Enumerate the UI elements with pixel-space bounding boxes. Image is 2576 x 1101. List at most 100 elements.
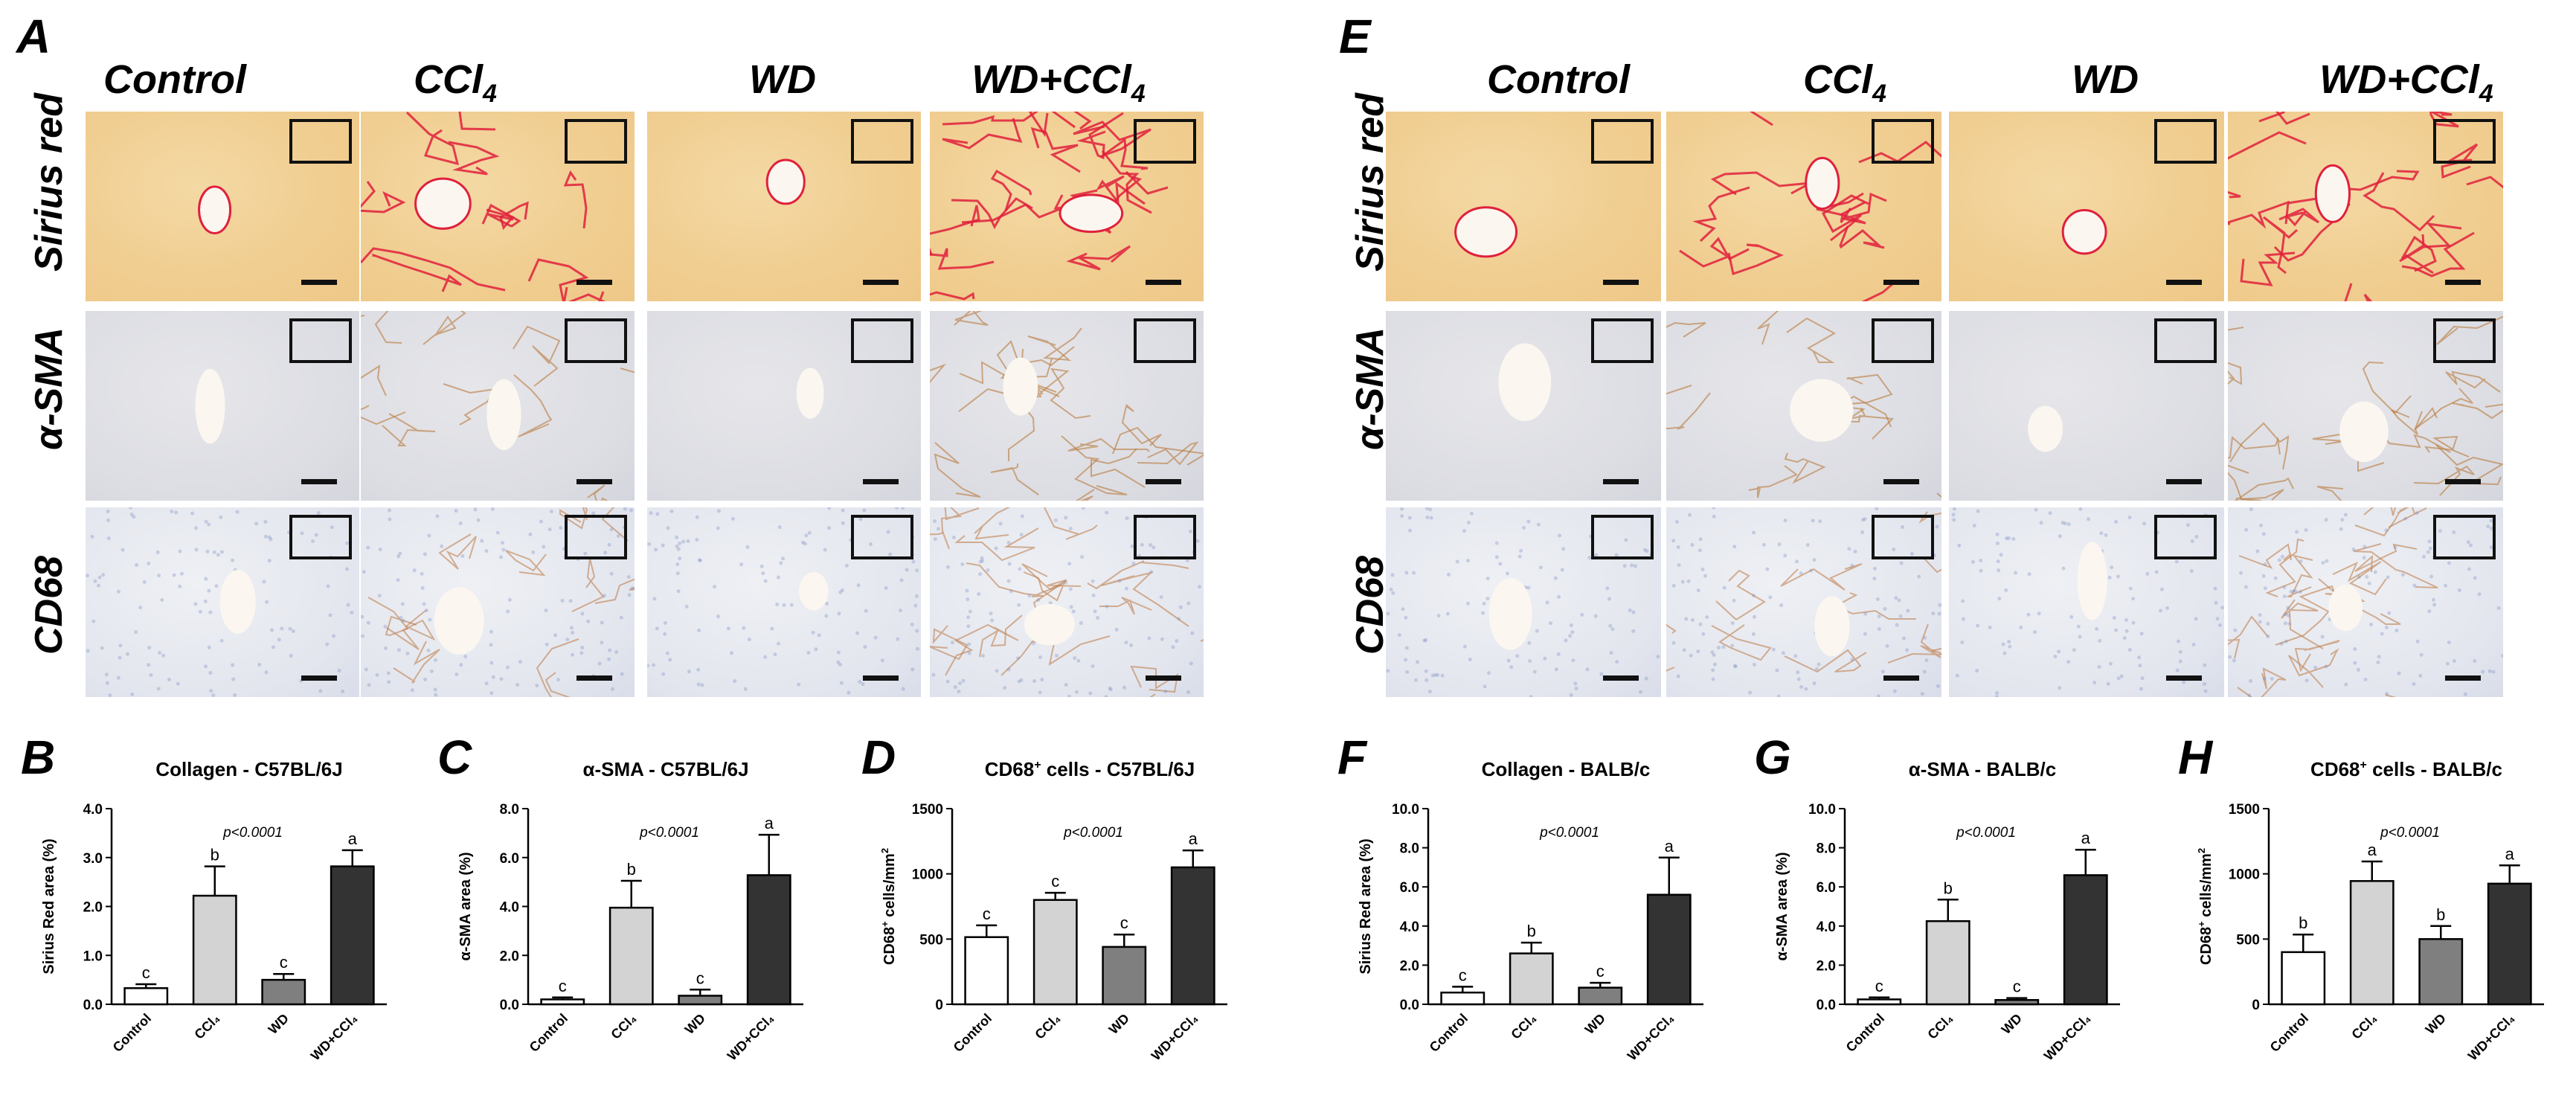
micrograph-sirius bbox=[647, 112, 921, 301]
y-tick-label: 2.0 bbox=[1400, 958, 1419, 974]
significance-letter: a bbox=[765, 814, 774, 832]
bar-2 bbox=[1509, 952, 1554, 1006]
inset-frame bbox=[1134, 119, 1196, 164]
panel-label-d: D bbox=[861, 731, 896, 784]
x-tick-label: WD bbox=[1582, 1011, 1608, 1037]
panel-label-h: H bbox=[2178, 731, 2214, 784]
inset-frame bbox=[1134, 318, 1196, 363]
x-tick-label: Control bbox=[1843, 1011, 1887, 1055]
column-header-wd-ccl4: WD+CCl4 bbox=[971, 57, 1146, 108]
significance-letter: c bbox=[983, 905, 991, 923]
inset-frame bbox=[565, 119, 627, 164]
bar-2 bbox=[2349, 880, 2394, 1006]
inset-frame bbox=[289, 515, 352, 559]
bar-4 bbox=[1646, 893, 1692, 1006]
x-tick-label: CCl₄ bbox=[1032, 1011, 1063, 1042]
y-axis-label: Sirius Red area (%) bbox=[1358, 838, 1374, 974]
micrograph-sma bbox=[930, 311, 1204, 501]
bar-1 bbox=[1857, 998, 1902, 1006]
significance-letter: b bbox=[2436, 905, 2445, 924]
y-tick-label: 8.0 bbox=[1400, 841, 1419, 857]
scale-bar bbox=[576, 675, 612, 681]
significance-letter: a bbox=[1665, 837, 1674, 856]
micrograph-sirius bbox=[1386, 112, 1661, 301]
inset-frame bbox=[2154, 515, 2217, 559]
chart-collagen-c57: B Collagen - C57BL/6J p<0.0001 0.0 1.0 2.0 3.0… bbox=[0, 725, 431, 1097]
y-tick-label: 6.0 bbox=[500, 851, 519, 867]
y-tick-label: 6.0 bbox=[1400, 880, 1419, 896]
x-tick-label: WD bbox=[1106, 1011, 1132, 1037]
y-axis-label: CD68+ cells/mm2 bbox=[879, 848, 898, 965]
inset-frame bbox=[1591, 318, 1654, 363]
significance-letter: c bbox=[559, 977, 567, 995]
y-tick-label: 1000 bbox=[912, 867, 943, 883]
chart-cd68-c57: D CD68+ cells - C57BL/6J p<0.0001 0 500 1000 1… bbox=[841, 725, 1272, 1097]
p-value-label: p<0.0001 bbox=[2380, 825, 2440, 841]
scale-bar bbox=[2445, 280, 2481, 285]
x-tick-label: WD+CCl₄ bbox=[1625, 1011, 1677, 1064]
bar-3 bbox=[2418, 938, 2464, 1006]
inset-frame bbox=[565, 318, 627, 363]
bar-4 bbox=[1170, 866, 1215, 1006]
significance-letter: c bbox=[696, 969, 704, 987]
y-tick-label: 1500 bbox=[912, 802, 943, 818]
x-tick-label: WD+CCl₄ bbox=[2465, 1011, 2518, 1064]
column-header-control: Control bbox=[1487, 57, 1630, 102]
micrograph-sma bbox=[1949, 311, 2224, 501]
x-tick-label: WD+CCl₄ bbox=[725, 1011, 777, 1064]
y-tick-label: 8.0 bbox=[500, 802, 519, 818]
bar-1 bbox=[540, 998, 585, 1006]
significance-letter: a bbox=[348, 829, 358, 848]
significance-letter: b bbox=[627, 860, 636, 879]
significance-letter: c bbox=[2013, 978, 2021, 996]
x-tick-label: CCl₄ bbox=[2348, 1011, 2380, 1042]
y-axis-label: α-SMA area (%) bbox=[457, 852, 474, 960]
significance-letter: c bbox=[1875, 977, 1883, 995]
significance-letter: c bbox=[280, 953, 288, 972]
bar-1 bbox=[123, 987, 169, 1006]
inset-frame bbox=[851, 318, 913, 363]
y-tick-label: 0 bbox=[935, 998, 943, 1013]
y-tick-label: 4.0 bbox=[1817, 919, 1836, 935]
scale-bar bbox=[1603, 479, 1639, 484]
chart-title: Collagen - C57BL/6J bbox=[155, 758, 342, 780]
scale-bar bbox=[1883, 675, 1919, 681]
x-tick-label: Control bbox=[2267, 1011, 2311, 1055]
micrograph-sirius bbox=[1666, 112, 1941, 301]
scale-bar bbox=[576, 479, 612, 484]
scale-bar bbox=[863, 280, 899, 285]
scale-bar bbox=[1883, 280, 1919, 285]
column-header-ccl4: CCl4 bbox=[414, 57, 497, 108]
y-axis-label: α-SMA area (%) bbox=[1774, 852, 1790, 960]
y-tick-label: 4.0 bbox=[83, 802, 103, 818]
row-header-sma: α-SMA bbox=[28, 327, 71, 450]
micrograph-sma bbox=[86, 311, 359, 501]
y-tick-label: 0.0 bbox=[1817, 998, 1836, 1013]
scale-bar bbox=[301, 280, 337, 285]
x-tick-label: WD bbox=[682, 1011, 708, 1037]
scale-bar bbox=[2166, 280, 2202, 285]
y-tick-label: 2.0 bbox=[500, 948, 519, 964]
micrograph-cd68 bbox=[86, 507, 359, 697]
significance-letter: b bbox=[1944, 879, 1953, 897]
chart-cd68-balb: H CD68+ cells - BALB/c p<0.0001 0 500 1000 150… bbox=[2157, 725, 2576, 1097]
scale-bar bbox=[2445, 479, 2481, 484]
scale-bar bbox=[1146, 280, 1181, 285]
micrograph-cd68 bbox=[361, 507, 635, 697]
x-tick-label: WD+CCl₄ bbox=[308, 1011, 361, 1064]
bar-1 bbox=[2281, 951, 2326, 1006]
scale-bar bbox=[1146, 675, 1181, 681]
scale-bar bbox=[301, 479, 337, 484]
significance-letter: b bbox=[2299, 914, 2307, 932]
micrograph-cd68 bbox=[1949, 507, 2224, 697]
bar-3 bbox=[1994, 998, 2040, 1006]
scale-bar bbox=[863, 675, 899, 681]
bar-2 bbox=[192, 894, 237, 1006]
inset-frame bbox=[1872, 119, 1934, 164]
chart-title: Collagen - BALB/c bbox=[1482, 758, 1651, 780]
significance-letter: c bbox=[1596, 962, 1605, 980]
micrograph-cd68 bbox=[1386, 507, 1661, 697]
y-tick-label: 8.0 bbox=[1817, 841, 1836, 857]
y-tick-label: 10.0 bbox=[1392, 802, 1419, 818]
